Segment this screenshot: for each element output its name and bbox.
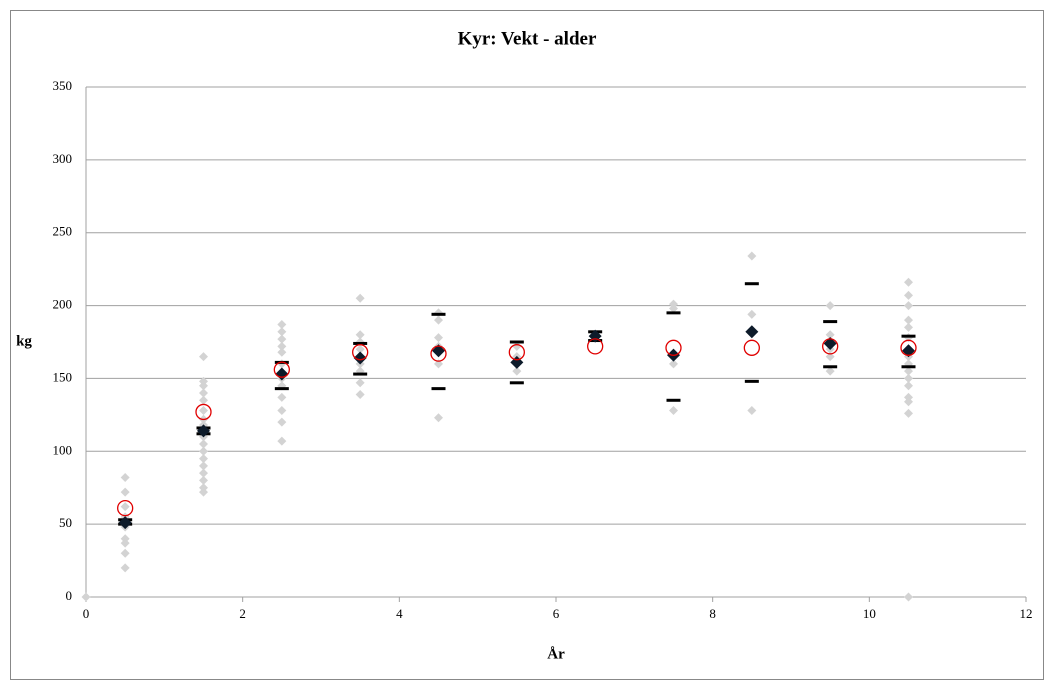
point: [669, 303, 678, 313]
point: [199, 446, 208, 456]
model-point: [430, 345, 447, 362]
point: [825, 352, 835, 362]
point: [118, 516, 132, 530]
point: [81, 592, 91, 602]
point: [353, 351, 367, 365]
y-tick-label: 300: [53, 151, 73, 166]
y-tick-label: 200: [53, 297, 73, 312]
point: [904, 592, 913, 602]
point: [277, 417, 287, 427]
x-tick-label: 4: [396, 606, 403, 621]
chart-border: [10, 10, 1044, 680]
point: [355, 344, 365, 354]
point: [669, 405, 678, 415]
y-axis-label: kg: [16, 333, 32, 349]
point: [120, 548, 130, 558]
point: [199, 352, 208, 362]
x-tick-label: 12: [1020, 606, 1033, 621]
point: [197, 424, 210, 438]
x-tick-label: 0: [83, 606, 90, 621]
model-point: [195, 403, 212, 421]
point: [277, 436, 287, 446]
point: [120, 502, 130, 512]
point: [277, 341, 287, 351]
point: [277, 347, 287, 357]
point: [904, 381, 913, 391]
point: [904, 290, 913, 300]
model-point: [352, 344, 369, 361]
point: [355, 330, 365, 340]
point: [904, 408, 913, 418]
point: [277, 327, 287, 337]
x-tick-label: 6: [553, 606, 560, 621]
point: [434, 359, 443, 369]
point: [434, 413, 443, 423]
point: [277, 320, 287, 330]
chart-title: Kyr: Vekt - alder: [458, 28, 597, 49]
point: [199, 381, 208, 391]
point: [120, 473, 130, 483]
point: [199, 468, 208, 478]
point: [904, 366, 913, 376]
point: [355, 378, 365, 388]
point: [120, 487, 130, 497]
model-point: [822, 338, 839, 355]
model-point: [273, 361, 290, 378]
point: [355, 389, 365, 399]
model-point: [587, 338, 604, 355]
point: [199, 487, 208, 497]
y-tick-label: 350: [53, 78, 73, 93]
point: [512, 366, 522, 376]
point: [825, 330, 835, 340]
point: [199, 405, 208, 415]
point: [825, 366, 835, 376]
point: [277, 392, 287, 402]
model-point: [117, 499, 134, 517]
point: [434, 333, 443, 343]
y-tick-label: 100: [53, 442, 73, 457]
point: [120, 563, 130, 573]
point: [904, 322, 913, 332]
x-tick-label: 10: [863, 606, 876, 621]
x-tick-label: 8: [709, 606, 716, 621]
point: [199, 395, 208, 405]
point: [120, 538, 130, 548]
point: [904, 277, 913, 287]
y-tick-label: 150: [53, 369, 73, 384]
point: [747, 251, 757, 261]
point: [355, 293, 365, 303]
point: [277, 334, 287, 344]
point: [745, 325, 759, 339]
point: [747, 405, 757, 415]
point: [277, 405, 287, 415]
model-point: [743, 339, 760, 356]
point: [199, 461, 208, 471]
point: [199, 454, 208, 464]
point: [512, 341, 522, 351]
y-tick-label: 50: [59, 515, 72, 530]
point: [904, 397, 913, 407]
x-tick-label: 2: [239, 606, 246, 621]
y-tick-label: 0: [66, 588, 73, 603]
point: [199, 475, 208, 485]
x-axis-label: År: [547, 646, 565, 662]
point: [904, 315, 913, 325]
point: [434, 315, 443, 325]
point: [275, 367, 289, 381]
point: [747, 309, 757, 319]
model-point: [508, 344, 525, 361]
model-point: [665, 339, 682, 356]
model-point: [900, 339, 917, 356]
point: [199, 388, 208, 398]
y-tick-label: 250: [53, 224, 73, 239]
point: [825, 301, 835, 311]
point: [904, 373, 913, 383]
point: [199, 439, 208, 449]
point: [904, 301, 913, 311]
point: [669, 359, 678, 369]
